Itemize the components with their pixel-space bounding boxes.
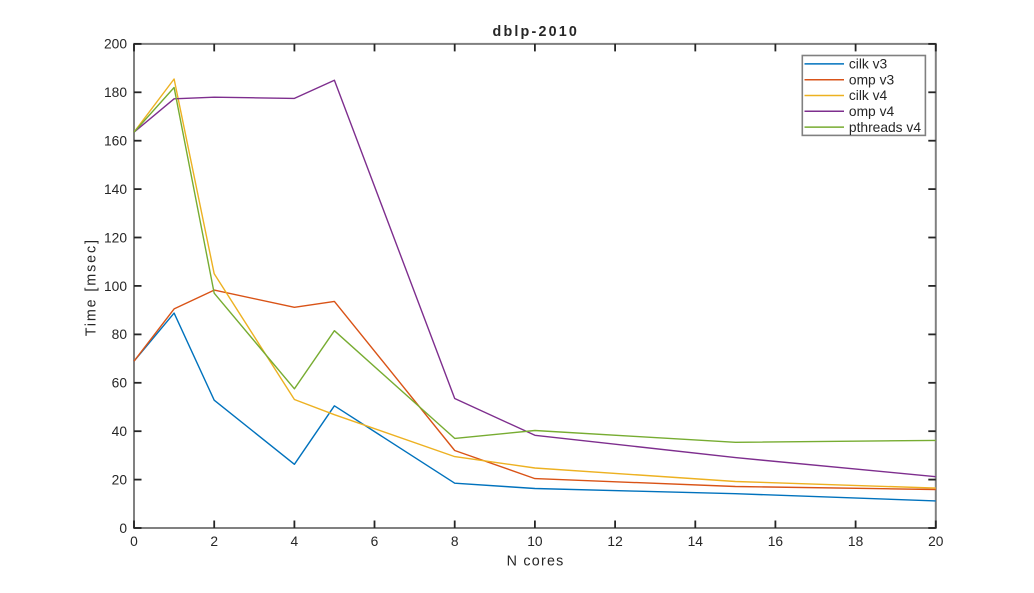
svg-text:Time [msec]: Time [msec] [84, 238, 100, 336]
svg-text:4: 4 [291, 534, 299, 549]
svg-text:16: 16 [768, 534, 784, 549]
svg-text:10: 10 [527, 534, 543, 549]
svg-text:0: 0 [130, 534, 138, 549]
svg-text:cilk v4: cilk v4 [849, 88, 888, 103]
svg-text:pthreads v4: pthreads v4 [849, 120, 921, 135]
svg-text:2: 2 [210, 534, 218, 549]
svg-text:0: 0 [119, 521, 127, 536]
svg-text:N cores: N cores [507, 553, 565, 569]
svg-text:160: 160 [104, 134, 127, 149]
svg-text:dblp-2010: dblp-2010 [493, 24, 580, 40]
svg-text:18: 18 [848, 534, 864, 549]
svg-text:100: 100 [104, 279, 127, 294]
svg-text:14: 14 [688, 534, 704, 549]
svg-text:omp v3: omp v3 [849, 72, 895, 87]
svg-text:200: 200 [104, 37, 127, 52]
svg-text:60: 60 [112, 376, 128, 391]
svg-text:omp v4: omp v4 [849, 104, 895, 119]
svg-text:12: 12 [607, 534, 622, 549]
svg-text:20: 20 [928, 534, 944, 549]
svg-text:20: 20 [112, 472, 128, 487]
svg-text:cilk v3: cilk v3 [849, 57, 888, 72]
svg-text:80: 80 [112, 327, 128, 342]
svg-text:40: 40 [112, 424, 128, 439]
svg-text:180: 180 [104, 85, 127, 100]
svg-text:6: 6 [371, 534, 379, 549]
svg-text:8: 8 [451, 534, 459, 549]
svg-text:120: 120 [104, 230, 127, 245]
svg-text:140: 140 [104, 182, 127, 197]
